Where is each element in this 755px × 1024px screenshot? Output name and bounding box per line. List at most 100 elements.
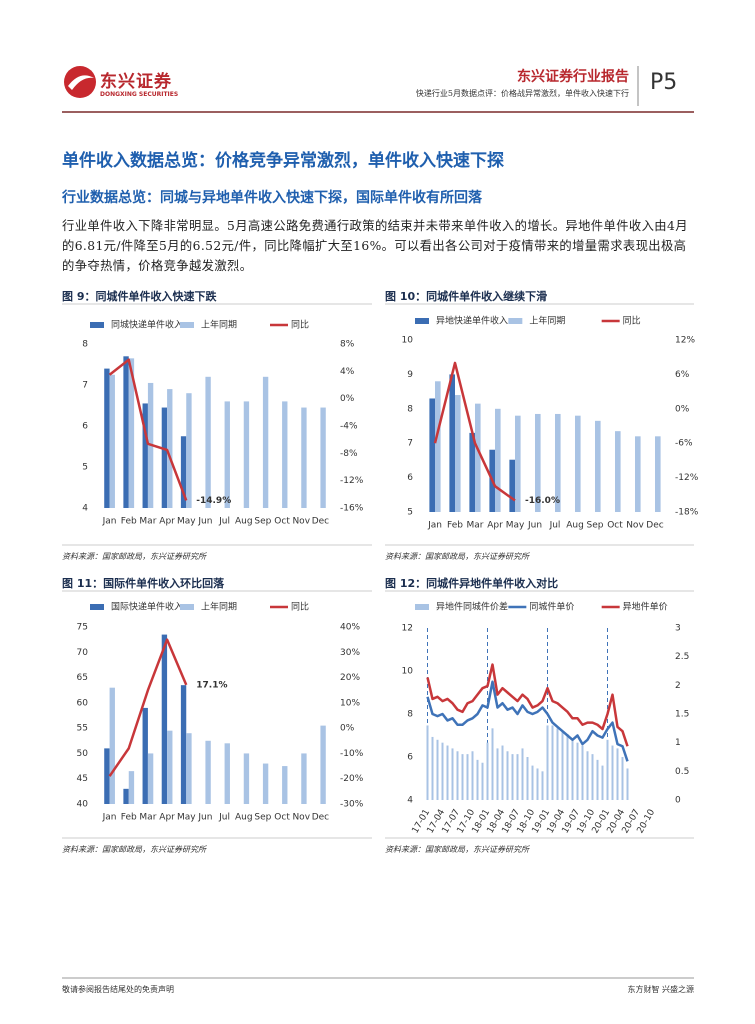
bar (635, 436, 641, 512)
y-tick-label: 5 (82, 463, 88, 473)
line (108, 638, 188, 777)
x-tick-label: Mar (139, 517, 156, 527)
y2-tick-label: -16% (340, 504, 364, 514)
bar (576, 742, 579, 800)
bar (501, 745, 504, 800)
x-tick-label: Oct (274, 517, 290, 527)
bar (104, 368, 110, 508)
logo-icon (64, 66, 96, 98)
bar (426, 725, 429, 800)
legend-label: 国际快递单件收入 (111, 601, 183, 613)
y-tick-label: 6 (82, 422, 88, 432)
y-tick-label: 6 (407, 473, 413, 483)
bar (167, 730, 173, 804)
bar (142, 403, 148, 508)
x-tick-label: Dec (312, 813, 329, 823)
y2-tick-label: 2.5 (675, 652, 689, 662)
x-tick-label: Sep (254, 813, 271, 823)
bar (626, 768, 629, 800)
bar (301, 407, 307, 508)
y2-tick-label: 0% (340, 724, 355, 734)
legend-swatch (90, 322, 104, 328)
bar (205, 740, 211, 804)
report-subtitle: 快递行业5月数据点评：价格战异常激烈，单件收入快速下行 (415, 89, 629, 98)
bar (243, 753, 250, 804)
bar (551, 725, 554, 800)
report-type: 东兴证券行业报告 (517, 69, 629, 85)
bar (446, 745, 449, 800)
y2-tick-label: 30% (340, 648, 360, 658)
legend-label: 同比 (291, 601, 309, 613)
y-tick-label: 4 (82, 504, 88, 514)
legend-label: 上年同期 (201, 319, 237, 331)
y2-tick-label: -20% (340, 774, 364, 784)
y-tick-label: 45 (77, 774, 88, 784)
bar (556, 728, 559, 800)
x-tick-label: Jul (218, 813, 230, 823)
bar (320, 725, 326, 804)
legend-label: 同比 (623, 315, 641, 327)
data-label: -14.9% (196, 496, 231, 506)
bar (301, 753, 307, 804)
bar (616, 748, 619, 800)
y-tick-label: 9 (407, 370, 413, 380)
x-tick-label: May (506, 521, 525, 531)
y-tick-label: 5 (407, 508, 413, 518)
bar (595, 420, 601, 512)
bar (186, 733, 192, 804)
y2-tick-label: -6% (675, 439, 693, 449)
bar (535, 413, 541, 512)
legend-label: 同城件单价 (529, 601, 574, 613)
bar (451, 748, 454, 800)
bar (581, 745, 584, 800)
bar (511, 754, 514, 800)
bar (536, 768, 539, 800)
bar (541, 771, 544, 800)
bar (180, 685, 187, 804)
bar (186, 393, 192, 508)
bar (486, 742, 489, 800)
bar (142, 707, 148, 804)
x-tick-label: Nov (626, 521, 644, 531)
y2-tick-label: -30% (340, 800, 364, 810)
bar (128, 358, 135, 508)
bar (521, 748, 524, 800)
bar (224, 401, 230, 508)
logo-en: DONGXING SECURITIES (100, 91, 179, 98)
line (426, 680, 629, 762)
figure-title: 图 10：同城件单件收入继续下滑 (385, 290, 548, 303)
y-tick-label: 10 (402, 336, 414, 346)
bar (506, 751, 509, 800)
x-tick-label: Jul (218, 517, 230, 527)
y-tick-label: 4 (407, 796, 413, 806)
y-tick-label: 65 (77, 673, 88, 683)
x-tick-label: May (177, 517, 196, 527)
x-tick-label: Apr (159, 813, 175, 823)
bar (509, 459, 515, 512)
y2-tick-label: 0% (340, 394, 355, 404)
legend-swatch (90, 604, 104, 610)
y2-tick-label: 0 (675, 796, 681, 806)
y2-tick-label: 10% (340, 698, 360, 708)
footer-left: 敬请参阅报告结尾处的免责声明 (62, 985, 174, 994)
bar (555, 413, 561, 512)
y2-tick-label: -10% (340, 749, 364, 759)
bar (586, 751, 589, 800)
legend-swatch (415, 318, 429, 324)
y2-tick-label: 40% (340, 623, 360, 633)
y2-tick-label: 20% (340, 673, 360, 683)
line (108, 358, 188, 501)
y2-tick-label: 2 (675, 681, 681, 691)
logo-name: 东兴证券 (100, 72, 172, 92)
bar (491, 728, 494, 800)
y-tick-label: 7 (407, 439, 413, 449)
y2-tick-label: 6% (675, 370, 690, 380)
line (433, 361, 516, 502)
y-tick-label: 10 (402, 667, 414, 677)
bar (575, 415, 581, 512)
bar (128, 771, 135, 804)
x-tick-label: Jun (197, 517, 212, 527)
bar (471, 751, 474, 800)
bar (431, 736, 434, 800)
